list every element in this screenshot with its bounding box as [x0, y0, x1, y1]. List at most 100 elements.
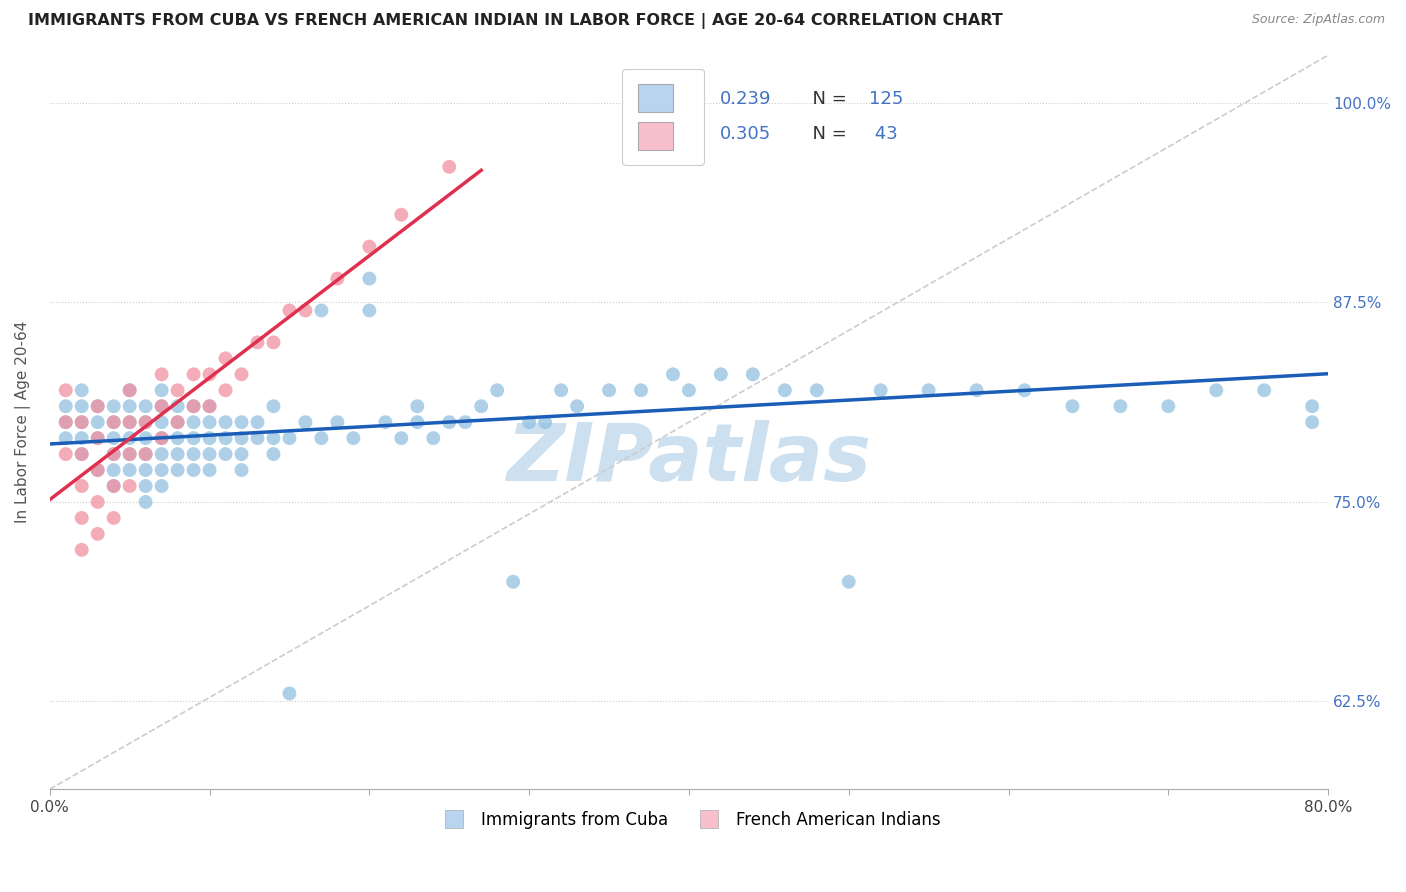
- Point: [86, 399, 108, 413]
- Point: [214, 415, 236, 429]
- Point: [359, 240, 381, 254]
- Point: [231, 463, 253, 477]
- Point: [550, 384, 572, 398]
- Point: [86, 463, 108, 477]
- Point: [1062, 399, 1084, 413]
- Point: [342, 431, 364, 445]
- Point: [439, 415, 461, 429]
- Point: [422, 431, 444, 445]
- Text: Source: ZipAtlas.com: Source: ZipAtlas.com: [1251, 13, 1385, 27]
- Point: [118, 479, 141, 493]
- Point: [294, 303, 316, 318]
- Point: [70, 479, 93, 493]
- Point: [198, 415, 221, 429]
- Point: [118, 447, 141, 461]
- Point: [1365, 368, 1388, 382]
- Point: [103, 447, 125, 461]
- Point: [118, 447, 141, 461]
- Point: [166, 415, 188, 429]
- Point: [869, 384, 891, 398]
- Point: [55, 447, 77, 461]
- Point: [118, 399, 141, 413]
- Point: [1348, 384, 1371, 398]
- Point: [150, 431, 173, 445]
- Point: [86, 399, 108, 413]
- Point: [118, 415, 141, 429]
- Point: [150, 415, 173, 429]
- Point: [389, 431, 412, 445]
- Point: [70, 511, 93, 525]
- Point: [502, 574, 524, 589]
- Point: [534, 415, 557, 429]
- Point: [678, 384, 700, 398]
- Point: [166, 463, 188, 477]
- Point: [662, 368, 685, 382]
- Point: [1109, 399, 1132, 413]
- Point: [231, 368, 253, 382]
- Point: [389, 208, 412, 222]
- Point: [150, 479, 173, 493]
- Point: [118, 415, 141, 429]
- Point: [103, 415, 125, 429]
- Point: [263, 447, 285, 461]
- Point: [103, 479, 125, 493]
- Point: [246, 335, 269, 350]
- Point: [118, 431, 141, 445]
- Point: [55, 384, 77, 398]
- Legend: Immigrants from Cuba, French American Indians: Immigrants from Cuba, French American In…: [430, 805, 948, 836]
- Point: [150, 399, 173, 413]
- Point: [246, 431, 269, 445]
- Point: [103, 511, 125, 525]
- Point: [359, 303, 381, 318]
- Point: [103, 399, 125, 413]
- Point: [439, 160, 461, 174]
- Point: [70, 431, 93, 445]
- Point: [214, 447, 236, 461]
- Point: [135, 463, 157, 477]
- Point: [311, 303, 333, 318]
- Point: [166, 384, 188, 398]
- Point: [70, 415, 93, 429]
- Point: [86, 415, 108, 429]
- Point: [966, 384, 988, 398]
- Point: [86, 431, 108, 445]
- Point: [198, 399, 221, 413]
- Point: [135, 415, 157, 429]
- Text: N =: N =: [801, 90, 853, 108]
- Point: [1014, 384, 1036, 398]
- Point: [198, 399, 221, 413]
- Point: [150, 368, 173, 382]
- Point: [1396, 368, 1406, 382]
- Point: [198, 447, 221, 461]
- Point: [70, 447, 93, 461]
- Point: [598, 384, 620, 398]
- Point: [1396, 368, 1406, 382]
- Point: [70, 415, 93, 429]
- Point: [135, 399, 157, 413]
- Point: [917, 384, 939, 398]
- Point: [773, 384, 796, 398]
- Point: [1301, 415, 1323, 429]
- Point: [183, 463, 205, 477]
- Point: [1253, 384, 1275, 398]
- Point: [118, 384, 141, 398]
- Point: [55, 431, 77, 445]
- Point: [326, 415, 349, 429]
- Point: [70, 399, 93, 413]
- Point: [710, 368, 733, 382]
- Point: [630, 384, 652, 398]
- Point: [183, 415, 205, 429]
- Point: [183, 399, 205, 413]
- Point: [278, 686, 301, 700]
- Point: [198, 368, 221, 382]
- Point: [214, 431, 236, 445]
- Point: [231, 415, 253, 429]
- Point: [150, 463, 173, 477]
- Point: [103, 431, 125, 445]
- Point: [103, 447, 125, 461]
- Point: [103, 415, 125, 429]
- Point: [263, 431, 285, 445]
- Point: [214, 384, 236, 398]
- Point: [231, 431, 253, 445]
- Point: [70, 384, 93, 398]
